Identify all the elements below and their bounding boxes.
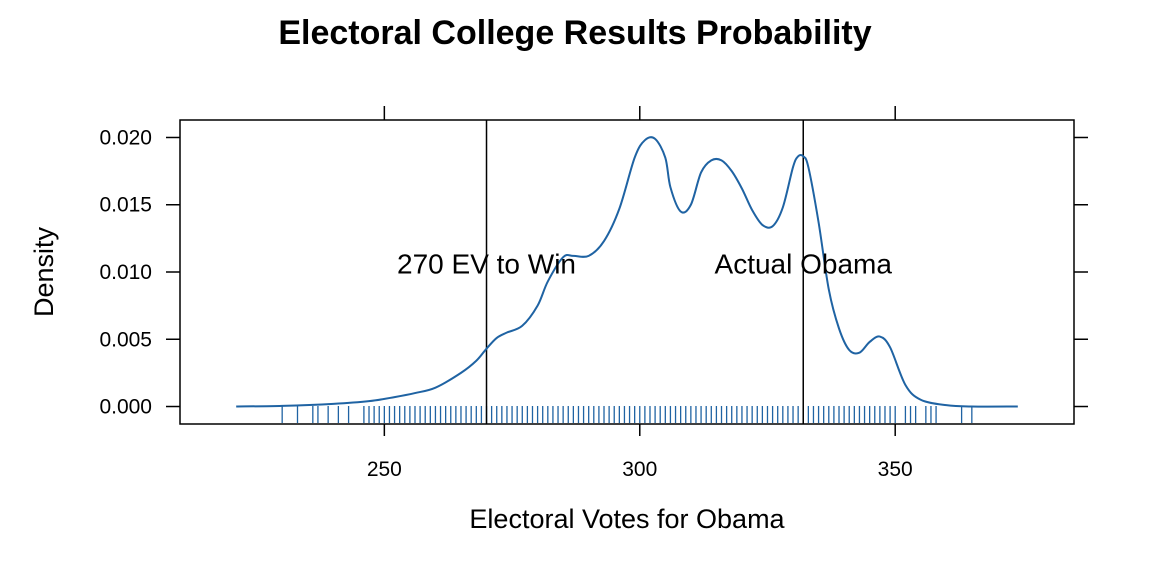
x-tick-label: 350 [878, 458, 913, 481]
x-tick-label: 300 [622, 458, 657, 481]
x-tick-label: 250 [367, 458, 402, 481]
annotation-label: Actual Obama [715, 248, 893, 279]
y-axis-label: Density [29, 226, 59, 317]
density-curve [236, 136, 1018, 408]
y-tick-label: 0.005 [99, 328, 152, 351]
annotations: 270 EV to Win Actual Obama [397, 248, 892, 279]
plot-frame [179, 119, 1075, 425]
annotation-label: 270 EV to Win [397, 248, 576, 279]
y-tick-label: 0.020 [99, 126, 152, 149]
y-axis-ticks: 0.000 0.005 0.010 0.015 0.020 [99, 126, 1088, 419]
x-axis-ticks: 250 300 350 [367, 106, 913, 481]
x-axis-label: Electoral Votes for Obama [469, 504, 785, 534]
chart-title: Electoral College Results Probability [278, 14, 871, 52]
y-tick-label: 0.000 [99, 396, 152, 419]
y-tick-label: 0.015 [99, 194, 152, 217]
reference-lines [485, 120, 804, 424]
rug-marks [281, 406, 973, 423]
y-tick-label: 0.010 [99, 261, 152, 284]
